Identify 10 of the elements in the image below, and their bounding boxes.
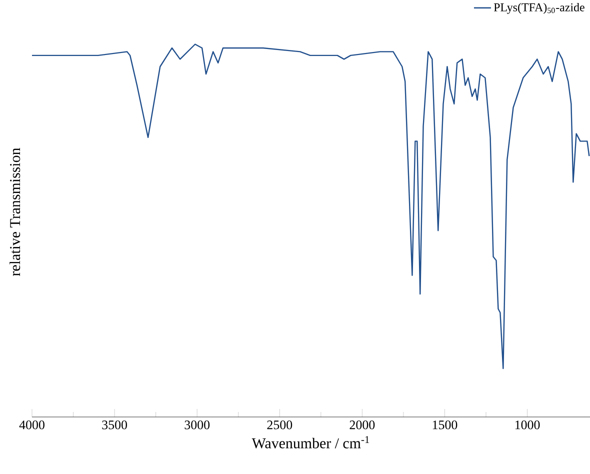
x-tick-label: 2500	[267, 420, 292, 430]
x-tick-label: 1000	[515, 420, 540, 430]
x-axis-title: Wavenumber / cm$^{-1}$	[252, 436, 370, 448]
legend-label: PLys(TFA)$_{50}$-azide	[494, 2, 584, 14]
y-axis-title: relative Transmission	[10, 148, 20, 276]
x-tick-label: 1500	[432, 420, 458, 430]
x-tick-label: 3000	[184, 420, 210, 430]
x-tick-label: 3500	[102, 420, 128, 430]
x-tick-label: 4000	[19, 420, 44, 430]
x-tick-label: 2000	[350, 420, 375, 430]
